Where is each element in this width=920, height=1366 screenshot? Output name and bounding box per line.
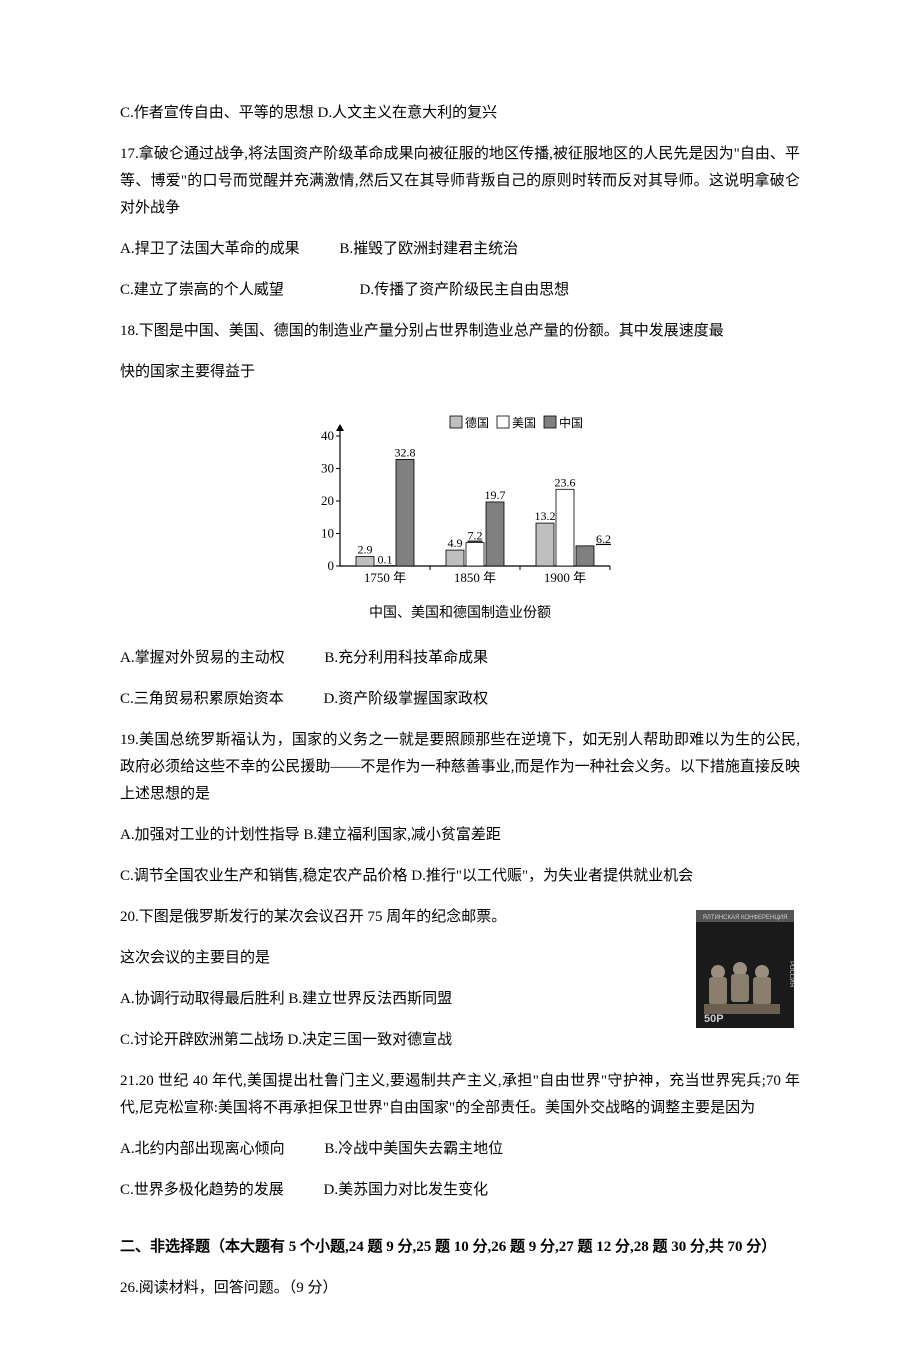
q19-option-a: A.加强对工业的计划性指导 (120, 827, 300, 843)
q19-option-c: C.调节全国农业生产和销售,稳定农产品价格 (120, 868, 408, 884)
q17-stem: 17.拿破仑通过战争,将法国资产阶级革命成果向被征服的地区传播,被征服地区的人民… (120, 141, 800, 222)
stamp-image: ЯЛТИНСКАЯ КОНФЕРЕНЦИЯ РОССИЯ 50P (690, 904, 800, 1034)
q18-options-cd: C.三角贸易积累原始资本 D.资产阶级掌握国家政权 (120, 686, 800, 713)
svg-text:4.9: 4.9 (448, 536, 463, 550)
q18-option-c: C.三角贸易积累原始资本 (120, 691, 284, 707)
q21-option-d: D.美苏国力对比发生变化 (324, 1182, 489, 1198)
svg-text:13.2: 13.2 (535, 509, 556, 523)
q16-option-c: C.作者宣传自由、平等的思想 (120, 105, 314, 121)
q19-options-ab: A.加强对工业的计划性指导 B.建立福利国家,减小贫富差距 (120, 822, 800, 849)
svg-text:1850 年: 1850 年 (454, 570, 496, 585)
q20-option-d: D.决定三国一致对德宣战 (288, 1032, 453, 1048)
q19-option-d: D.推行"以工代赈"，为失业者提供就业机会 (411, 868, 693, 884)
q19-stem: 19.美国总统罗斯福认为，国家的义务之一就是要照顾那些在逆境下，如无别人帮助即难… (120, 727, 800, 808)
svg-text:19.7: 19.7 (485, 488, 506, 502)
svg-text:0: 0 (328, 558, 335, 573)
q16-options-cd: C.作者宣传自由、平等的思想 D.人文主义在意大利的复兴 (120, 100, 800, 127)
q18-option-d: D.资产阶级掌握国家政权 (324, 691, 489, 707)
q17-options-ab: A.捍卫了法国大革命的成果 B.摧毁了欧洲封建君主统治 (120, 236, 800, 263)
q17-option-d: D.传播了资产阶级民主自由思想 (360, 282, 570, 298)
q21-option-a: A.北约内部出现离心倾向 (120, 1141, 285, 1157)
q17-option-a: A.捍卫了法国大革命的成果 (120, 241, 300, 257)
svg-text:1750 年: 1750 年 (364, 570, 406, 585)
q16-option-d: D.人文主义在意大利的复兴 (318, 105, 498, 121)
svg-text:1900 年: 1900 年 (544, 570, 586, 585)
q20-option-b: B.建立世界反法西斯同盟 (288, 991, 452, 1007)
svg-text:23.6: 23.6 (555, 475, 576, 489)
svg-text:50P: 50P (704, 1013, 724, 1025)
q20-option-c: C.讨论开辟欧洲第二战场 (120, 1032, 284, 1048)
q18-options-ab: A.掌握对外贸易的主动权 B.充分利用科技革命成果 (120, 645, 800, 672)
svg-text:7.2: 7.2 (468, 529, 483, 543)
svg-text:32.8: 32.8 (395, 445, 416, 459)
q21-options-ab: A.北约内部出现离心倾向 B.冷战中美国失去霸主地位 (120, 1136, 800, 1163)
svg-text:40: 40 (321, 428, 334, 443)
q17-options-cd: C.建立了崇高的个人威望 D.传播了资产阶级民主自由思想 (120, 277, 800, 304)
svg-text:中国: 中国 (559, 415, 583, 430)
q21-options-cd: C.世界多极化趋势的发展 D.美苏国力对比发生变化 (120, 1177, 800, 1204)
q19-options-cd: C.调节全国农业生产和销售,稳定农产品价格 D.推行"以工代赈"，为失业者提供就… (120, 863, 800, 890)
q20-block: ЯЛТИНСКАЯ КОНФЕРЕНЦИЯРОССИЯ50P 20.下图是俄罗斯… (120, 904, 800, 1068)
q18-stem1: 18.下图是中国、美国、德国的制造业产量分别占世界制造业总产量的份额。其中发展速… (120, 318, 800, 345)
q26-stem: 26.阅读材料，回答问题。（9 分） (120, 1275, 800, 1302)
q17-option-c: C.建立了崇高的个人威望 (120, 282, 284, 298)
bar-chart: 德国 美国 中国 0 10 20 30 40 2.9 0.1 32.8 1750 年 4.9 7.2 19.… (300, 406, 620, 596)
q21-option-c: C.世界多极化趋势的发展 (120, 1182, 284, 1198)
q18-stem2: 快的国家主要得益于 (120, 359, 800, 386)
q21-option-b: B.冷战中美国失去霸主地位 (324, 1141, 503, 1157)
svg-text:10: 10 (321, 526, 334, 541)
section2-title: 二、非选择题（本大题有 5 个小题,24 题 9 分,25 题 10 分,26 … (120, 1234, 800, 1261)
q20-option-a: A.协调行动取得最后胜利 (120, 991, 285, 1007)
svg-text:0.1: 0.1 (378, 553, 393, 567)
svg-text:6.2: 6.2 (596, 532, 611, 546)
svg-text:30: 30 (321, 461, 334, 476)
q18-option-a: A.掌握对外贸易的主动权 (120, 650, 285, 666)
chart-caption: 中国、美国和德国制造业份额 (120, 600, 800, 625)
svg-text:德国: 德国 (465, 415, 489, 430)
svg-text:2.9: 2.9 (358, 543, 373, 557)
svg-text:美国: 美国 (512, 416, 536, 430)
q17-option-b: B.摧毁了欧洲封建君主统治 (339, 241, 518, 257)
q21-stem: 21.20 世纪 40 年代,美国提出杜鲁门主义,要遏制共产主义,承担"自由世界… (120, 1068, 800, 1122)
q18-option-b: B.充分利用科技革命成果 (324, 650, 488, 666)
svg-text:ЯЛТИНСКАЯ КОНФЕРЕНЦИЯ: ЯЛТИНСКАЯ КОНФЕРЕНЦИЯ (703, 915, 788, 921)
q19-option-b: B.建立福利国家,减小贫富差距 (303, 827, 501, 843)
svg-text:РОССИЯ: РОССИЯ (788, 961, 794, 987)
chart-container: 德国 美国 中国 0 10 20 30 40 2.9 0.1 32.8 1750 年 4.9 7.2 19.… (120, 406, 800, 625)
svg-text:20: 20 (321, 493, 334, 508)
